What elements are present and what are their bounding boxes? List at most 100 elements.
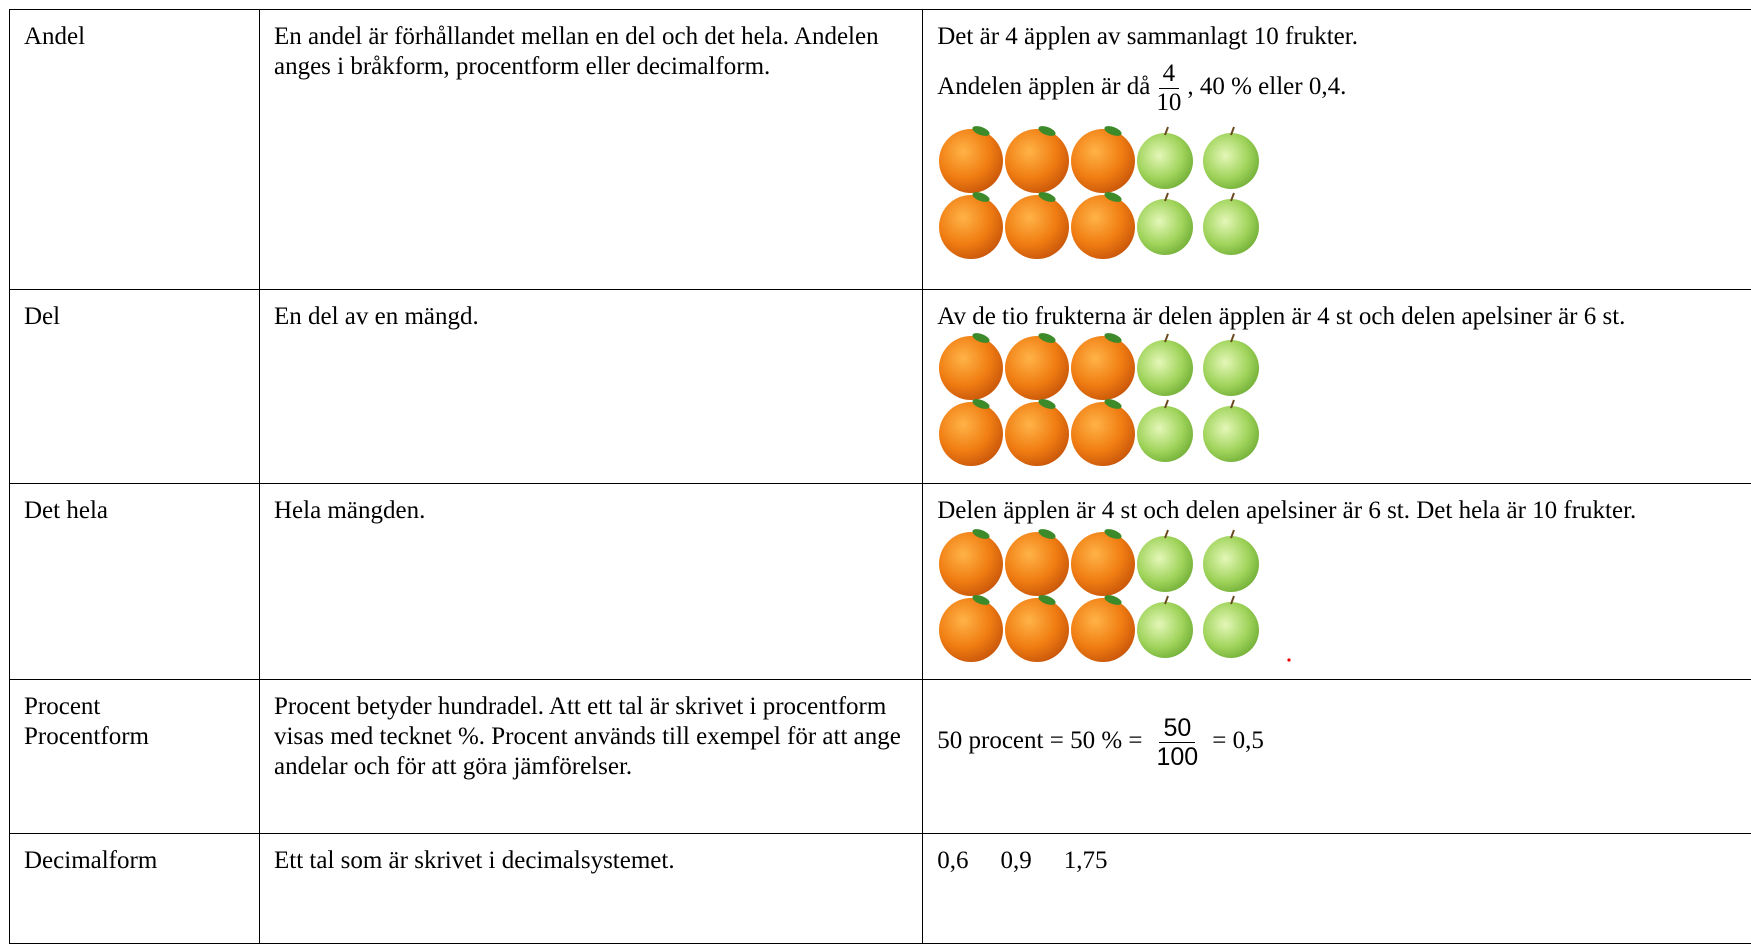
apple [1137, 400, 1193, 462]
orange [939, 397, 1003, 466]
definition: En del av en mängd. [274, 303, 479, 330]
row: Det hela Hela mängden. Delen äpplen är 4… [10, 484, 1751, 680]
denominator: 100 [1157, 743, 1199, 771]
term: Procentform [24, 722, 245, 752]
apple-body [1203, 536, 1259, 592]
apple [1137, 530, 1193, 592]
number: 1,75 [1064, 847, 1108, 874]
orange [939, 332, 1003, 400]
apple [1137, 127, 1193, 189]
term: Det hela [24, 497, 108, 524]
apple-body [1137, 340, 1193, 396]
orange [1071, 528, 1135, 596]
apple-body [1203, 340, 1259, 396]
number: 0,9 [1001, 847, 1032, 874]
apple-body [1203, 406, 1259, 462]
orange [939, 593, 1003, 662]
text: 50 procent = 50 % = [937, 727, 1142, 754]
orange [939, 528, 1003, 596]
orange-body [939, 532, 1003, 596]
definition-cell: En andel är förhållandet mellan en del o… [259, 10, 922, 290]
orange [1005, 190, 1069, 259]
orange [1071, 593, 1135, 662]
example-cell: 0,6 0,9 1,75 [923, 834, 1751, 944]
orange [939, 190, 1003, 259]
definition-cell: En del av en mängd. [259, 290, 922, 484]
term: Del [24, 303, 60, 330]
apple-body [1137, 133, 1193, 189]
apple [1137, 334, 1193, 396]
example-text: Delen äpplen är 4 st och delen apelsiner… [937, 496, 1751, 526]
definition-cell: Hela mängden. [259, 484, 922, 680]
apple-body [1203, 199, 1259, 255]
apple-body [1137, 602, 1193, 658]
number: 0,6 [937, 847, 968, 874]
definition-cell: Procent betyder hundradel. Att ett tal ä… [259, 680, 922, 834]
apple [1203, 530, 1259, 592]
term: Andel [24, 23, 85, 50]
term: Decimalform [24, 847, 157, 874]
example-cell: Det är 4 äpplen av sammanlagt 10 frukter… [923, 10, 1751, 290]
orange-body [1071, 402, 1135, 466]
numerator: 50 [1159, 714, 1195, 743]
example-text: Det är 4 äpplen av sammanlagt 10 frukter… [937, 22, 1751, 52]
text: Andelen äpplen är då [937, 73, 1150, 100]
term-cell: Del [10, 290, 260, 484]
orange [1005, 125, 1069, 193]
apple [1203, 400, 1259, 462]
row: Del En del av en mängd. Av de tio frukte… [10, 290, 1751, 484]
apple [1203, 334, 1259, 396]
apple [1203, 127, 1259, 189]
apple-body [1137, 406, 1193, 462]
orange-body [939, 336, 1003, 400]
denominator: 10 [1156, 89, 1181, 117]
glossary-table: Andel En andel är förhållandet mellan en… [9, 9, 1751, 944]
orange [1005, 528, 1069, 596]
fruit-image [937, 125, 1277, 265]
fruit-image [937, 332, 1277, 467]
apple [1203, 596, 1259, 658]
orange-body [1071, 336, 1135, 400]
orange-body [1005, 336, 1069, 400]
term-cell: Andel [10, 10, 260, 290]
orange-body [1005, 129, 1069, 193]
orange [1005, 397, 1069, 466]
definition: Ett tal som är skrivet i decimalsystemet… [274, 847, 675, 874]
text: = 0,5 [1212, 727, 1264, 754]
orange-body [939, 402, 1003, 466]
orange-body [1071, 129, 1135, 193]
orange-body [1071, 598, 1135, 662]
orange-body [1005, 598, 1069, 662]
orange-body [939, 195, 1003, 259]
stray-dot [1288, 658, 1291, 661]
term-cell: Decimalform [10, 834, 260, 944]
example-cell: Av de tio frukterna är delen äpplen är 4… [923, 290, 1751, 484]
orange-body [1005, 532, 1069, 596]
orange-body [1071, 195, 1135, 259]
definition-cell: Ett tal som är skrivet i decimalsystemet… [259, 834, 922, 944]
text: , 40 % eller 0,4. [1187, 73, 1346, 100]
orange-body [1005, 402, 1069, 466]
term: Procent [24, 692, 245, 722]
orange [1071, 332, 1135, 400]
example-text: Av de tio frukterna är delen äpplen är 4… [937, 302, 1751, 332]
orange [1071, 190, 1135, 259]
apple-body [1203, 602, 1259, 658]
apple-body [1203, 133, 1259, 189]
apple-body [1137, 199, 1193, 255]
apple [1137, 596, 1193, 658]
apple [1203, 193, 1259, 255]
definition: Hela mängden. [274, 497, 425, 524]
apple-body [1137, 536, 1193, 592]
orange [1071, 397, 1135, 466]
example-cell: Delen äpplen är 4 st och delen apelsiner… [923, 484, 1751, 680]
definition: Procent betyder hundradel. Att ett tal ä… [274, 693, 901, 780]
orange [1071, 125, 1135, 193]
orange [939, 125, 1003, 193]
